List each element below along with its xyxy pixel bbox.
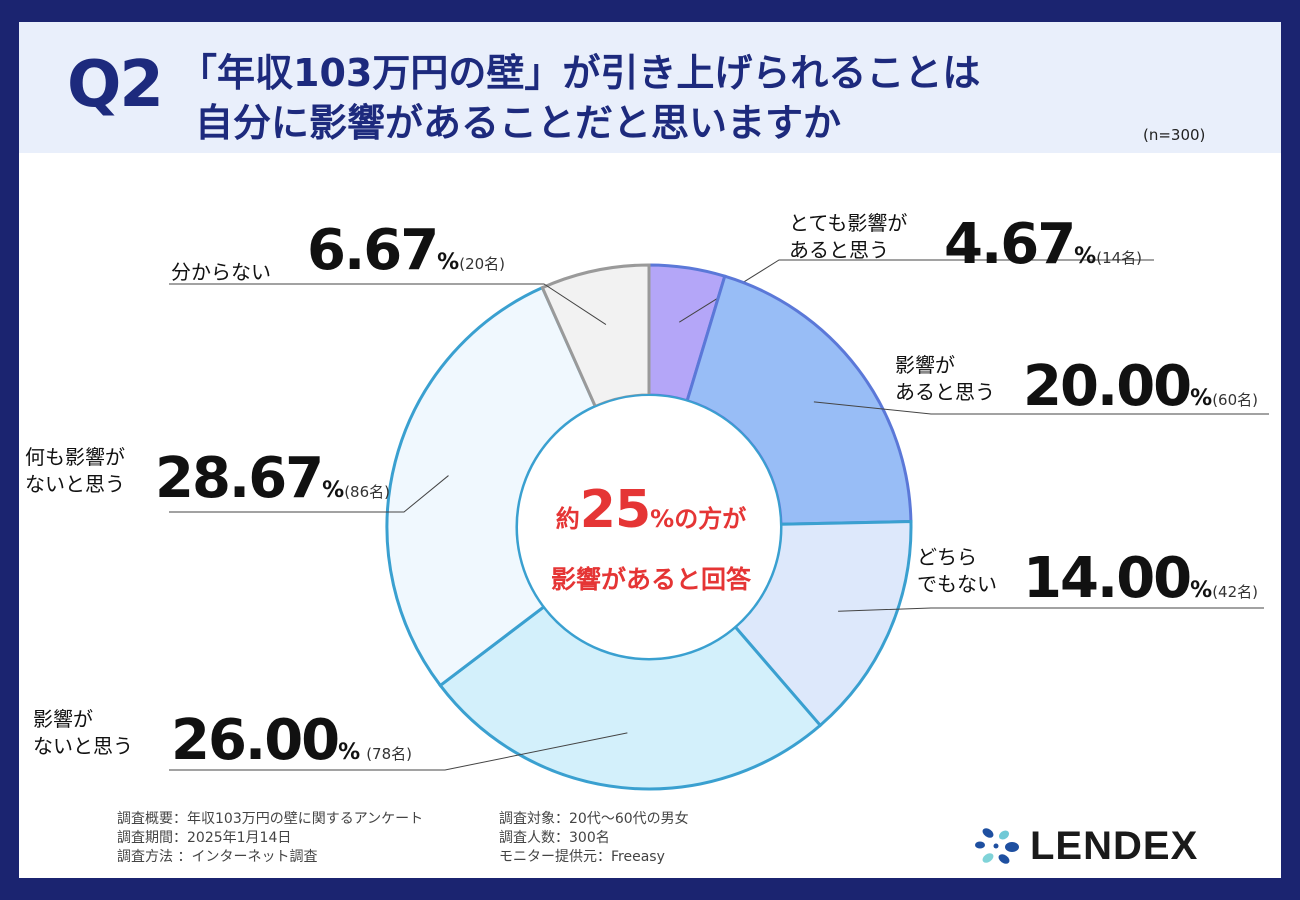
footer-text: 調査方法 ：インターネット調査 [117,849,318,865]
title-line-2: 自分に影響があることだと思いますか [195,101,842,145]
center-prefix: 約 [555,505,580,533]
slice-value: 4.67 [944,212,1076,277]
label-neither: どちら でもない [917,544,997,598]
donut-hole [516,394,782,660]
slice-label-line: 影響が [33,707,93,731]
leader-line [169,475,449,513]
header-band: Q2 「年収103万円の壁」が引き上げられることは 自分に影響があることだと思い… [19,22,1281,153]
logo-text: LENDEX [1030,824,1199,868]
footer-text: 調査人数：300名 [499,830,610,846]
leader-line [169,283,607,325]
slice-label-line: どちら [917,545,977,569]
footer-text: 調査対象：20代〜60代の男女 [499,811,689,827]
label-not-affected: 影響が ないと思う [33,706,133,760]
value-neither: 14.00%(42名) [1023,546,1258,611]
label-affected: 影響が あると思う [895,352,995,406]
leader-line [813,401,1269,415]
slice-label-line: あると思う [895,380,995,404]
percent-sign: % [437,250,460,275]
footer-col-2: 調査対象：20代〜60代の男女 調査人数：300名 モニター提供元：Freeas… [499,810,689,867]
question-number: Q2 [67,48,164,122]
slice-label-line: 何も影響が [25,445,125,469]
donut-chart [169,259,1269,791]
slice-value: 14.00 [1023,546,1192,611]
sample-size: (n=300) [1143,126,1206,144]
value-affected: 20.00%(60名) [1023,354,1258,419]
percent-sign: % [1074,244,1097,269]
leader-line [838,607,1264,612]
footer-col-1: 調査概要：年収103万円の壁に関するアンケート 調査期間：2025年1月14日 … [117,810,423,867]
leader-line [678,259,1154,323]
percent-sign: % [1190,386,1213,411]
label-no-effect: 何も影響が ないと思う [25,444,125,498]
slice-value: 6.67 [307,218,439,283]
lendex-logo: LENDEX [974,824,1198,869]
percent-sign: % [1190,578,1213,603]
center-suffix: %の方が [650,505,747,533]
slice-label-line: 影響が [895,353,955,377]
value-not-affected: 26.00% (78名) [171,708,412,773]
slice-label-line: ないと思う [33,734,133,758]
slice-label-line: あると思う [789,238,889,262]
lendex-logo-icon [975,827,1019,864]
label-very-affected: とても影響が あると思う [789,210,907,264]
slice-count: (20名) [459,255,506,273]
center-number: 25 [579,480,651,540]
center-summary-line-2: 影響があると回答 [550,565,751,594]
footer-text: 調査概要：年収103万円の壁に関するアンケート [117,811,424,827]
value-unknown: 6.67%(20名) [307,218,505,283]
slice-label-line: 分からない [171,260,271,284]
slice-count: (86名) [344,483,390,501]
value-no-effect: 28.67%(86名) [155,446,390,511]
leader-line [169,732,628,771]
percent-sign: % [322,478,345,503]
percent-sign: % [338,740,361,765]
slice-value: 20.00 [1023,354,1192,419]
slice-count: (60名) [1212,391,1258,409]
title-line-1: 「年収103万円の壁」が引き上げられることは [179,51,981,95]
slice-label-line: とても影響が [789,211,908,235]
slice-count: (42名) [1212,583,1258,601]
value-very-affected: 4.67%(14名) [944,212,1142,277]
slice-value: 26.00 [171,708,340,773]
center-summary-line-1: 約25%の方が [519,480,783,540]
slice-count: (14名) [1096,249,1143,267]
footer-text: 調査期間：2025年1月14日 [117,830,292,846]
slice-label-line: でもない [917,572,997,596]
infographic-card: Q2 「年収103万円の壁」が引き上げられることは 自分に影響があることだと思い… [19,22,1281,878]
footer-text: モニター提供元：Freeasy [499,849,665,865]
label-unknown: 分からない [171,256,271,285]
slice-value: 28.67 [155,446,324,511]
slice-count: (78名) [366,745,412,763]
slice-label-line: ないと思う [25,472,125,496]
